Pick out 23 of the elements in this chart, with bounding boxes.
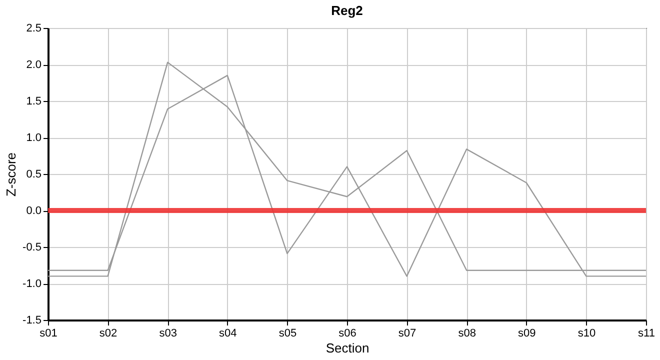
y-tick-label: 1.0 [26, 132, 42, 144]
chart-title: Reg2 [331, 3, 363, 18]
y-axis-title: Z-score [4, 152, 19, 197]
x-tick-label: s02 [99, 328, 118, 340]
y-tick-label: 2.0 [26, 59, 42, 71]
y-tick-label: 0.5 [26, 168, 42, 180]
x-tick-label: s04 [219, 328, 237, 340]
y-tick-label: -0.5 [22, 242, 42, 254]
y-tick-label: 1.5 [26, 96, 42, 108]
x-tick-label: s07 [398, 328, 416, 340]
x-axis-title: Section [326, 340, 370, 356]
x-tick-label: s01 [40, 328, 58, 340]
x-tick-label: s05 [278, 328, 297, 340]
y-tick-label: -1.5 [22, 314, 42, 326]
y-tick-label: -1.0 [22, 278, 42, 290]
x-tick-label: s06 [338, 328, 356, 340]
x-tick-label: s09 [518, 328, 536, 340]
y-tick-label: 0.0 [26, 205, 42, 217]
x-tick-label: s10 [578, 328, 596, 340]
x-tick-label: s11 [638, 328, 655, 340]
y-tick-label: 2.5 [26, 22, 42, 34]
x-tick-label: s03 [159, 328, 177, 340]
x-tick-label: s08 [458, 328, 476, 340]
